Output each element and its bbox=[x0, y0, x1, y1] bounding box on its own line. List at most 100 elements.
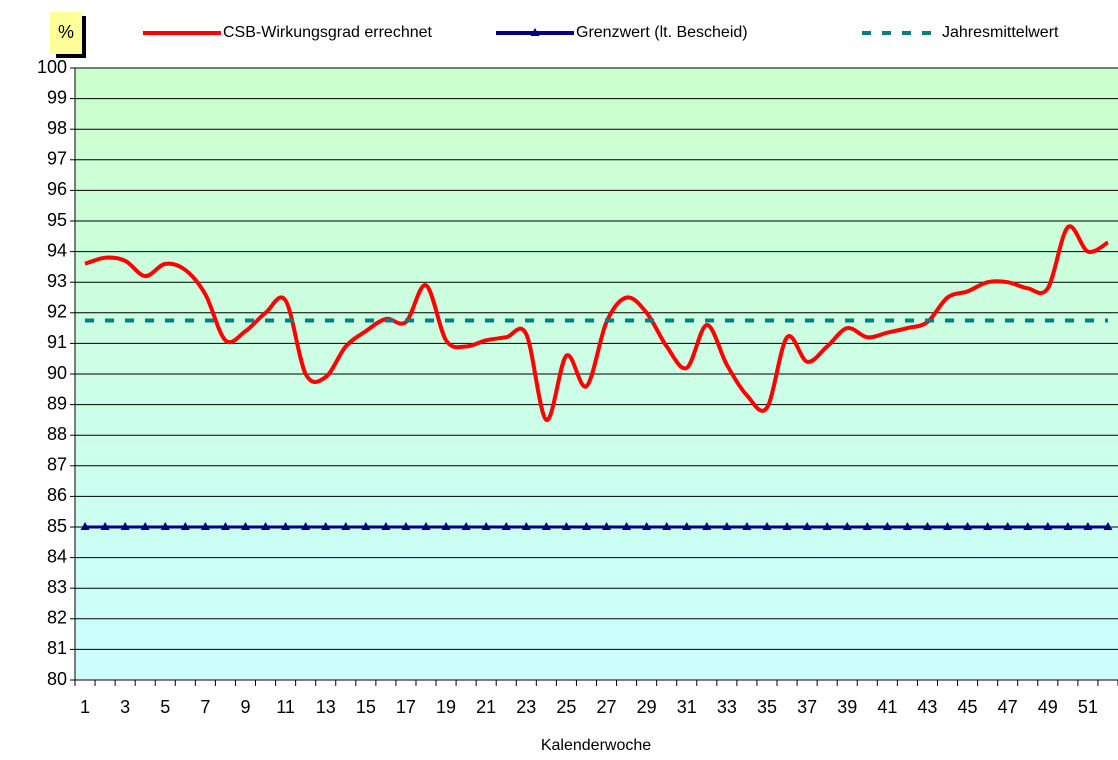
series-marker bbox=[1063, 522, 1073, 530]
series-marker bbox=[261, 522, 271, 530]
series-marker bbox=[1003, 522, 1013, 530]
series-marker bbox=[802, 522, 812, 530]
y-tick-label: 87 bbox=[47, 455, 67, 475]
series-marker bbox=[782, 522, 792, 530]
series-marker bbox=[742, 522, 752, 530]
series-marker bbox=[521, 522, 531, 530]
series-marker bbox=[762, 522, 772, 530]
y-tick-label: 91 bbox=[47, 332, 67, 352]
y-tick-label: 89 bbox=[47, 393, 67, 413]
y-tick-label: 93 bbox=[47, 271, 67, 291]
series-marker bbox=[200, 522, 210, 530]
x-tick-label: 25 bbox=[556, 697, 576, 717]
y-tick-label: 84 bbox=[47, 546, 67, 566]
series-marker bbox=[481, 522, 491, 530]
x-tick-label: 49 bbox=[1038, 697, 1058, 717]
x-tick-label: 17 bbox=[396, 697, 416, 717]
series-marker bbox=[622, 522, 632, 530]
x-tick-label: 41 bbox=[877, 697, 897, 717]
series-marker bbox=[943, 522, 953, 530]
series-marker bbox=[602, 522, 612, 530]
series-marker bbox=[662, 522, 672, 530]
x-tick-label: 21 bbox=[476, 697, 496, 717]
series-marker bbox=[461, 522, 471, 530]
y-tick-label: 81 bbox=[47, 638, 67, 658]
x-tick-label: 35 bbox=[757, 697, 777, 717]
y-tick-label: 94 bbox=[47, 240, 67, 260]
series-line bbox=[84, 224, 1109, 422]
x-axis-label: Kalenderwoche bbox=[541, 737, 651, 754]
series-marker bbox=[361, 522, 371, 530]
x-tick-label: 39 bbox=[837, 697, 857, 717]
legend-marker bbox=[530, 28, 540, 36]
x-tick-label: 9 bbox=[240, 697, 250, 717]
series-marker bbox=[160, 522, 170, 530]
x-tick-label: 37 bbox=[797, 697, 817, 717]
x-tick-label: 51 bbox=[1078, 697, 1098, 717]
series-marker bbox=[240, 522, 250, 530]
x-tick-label: 27 bbox=[597, 697, 617, 717]
series-marker bbox=[341, 522, 351, 530]
series-marker bbox=[922, 522, 932, 530]
series-marker bbox=[381, 522, 391, 530]
y-tick-label: 96 bbox=[47, 179, 67, 199]
series-marker bbox=[541, 522, 551, 530]
series-marker bbox=[501, 522, 511, 530]
y-axis-label: % bbox=[58, 22, 74, 42]
series-marker bbox=[722, 522, 732, 530]
y-tick-label: 97 bbox=[47, 149, 67, 169]
series-marker bbox=[862, 522, 872, 530]
series-marker bbox=[281, 522, 291, 530]
y-tick-label: 99 bbox=[47, 87, 67, 107]
series-marker bbox=[301, 522, 311, 530]
x-tick-label: 1 bbox=[80, 697, 90, 717]
series-marker bbox=[882, 522, 892, 530]
series-marker bbox=[581, 522, 591, 530]
legend-label: CSB-Wirkungsgrad errechnet bbox=[223, 24, 433, 41]
x-tick-label: 13 bbox=[316, 697, 336, 717]
y-tick-label: 92 bbox=[47, 302, 67, 322]
series-marker bbox=[220, 522, 230, 530]
series-marker bbox=[1103, 522, 1113, 530]
y-tick-label: 80 bbox=[47, 669, 67, 689]
series-marker bbox=[401, 522, 411, 530]
x-tick-label: 5 bbox=[160, 697, 170, 717]
series-marker bbox=[100, 522, 110, 530]
series-marker bbox=[120, 522, 130, 530]
series-marker bbox=[902, 522, 912, 530]
x-tick-label: 15 bbox=[356, 697, 376, 717]
series-marker bbox=[1083, 522, 1093, 530]
legend-label: Jahresmittelwert bbox=[942, 24, 1059, 41]
series-marker bbox=[561, 522, 571, 530]
series-marker bbox=[702, 522, 712, 530]
y-tick-label: 82 bbox=[47, 608, 67, 628]
y-tick-label: 85 bbox=[47, 516, 67, 536]
series-marker bbox=[140, 522, 150, 530]
series-marker bbox=[963, 522, 973, 530]
x-tick-label: 3 bbox=[120, 697, 130, 717]
y-tick-label: 88 bbox=[47, 424, 67, 444]
series-marker bbox=[983, 522, 993, 530]
x-tick-label: 47 bbox=[998, 697, 1018, 717]
series-marker bbox=[842, 522, 852, 530]
x-tick-label: 33 bbox=[717, 697, 737, 717]
x-tick-label: 29 bbox=[637, 697, 657, 717]
series-marker bbox=[1023, 522, 1033, 530]
x-tick-label: 19 bbox=[436, 697, 456, 717]
x-tick-label: 31 bbox=[677, 697, 697, 717]
series-marker bbox=[180, 522, 190, 530]
series-marker bbox=[822, 522, 832, 530]
series-marker bbox=[682, 522, 692, 530]
x-tick-label: 23 bbox=[516, 697, 536, 717]
series-marker bbox=[1043, 522, 1053, 530]
y-tick-label: 95 bbox=[47, 210, 67, 230]
series-marker bbox=[642, 522, 652, 530]
series-marker bbox=[441, 522, 451, 530]
y-tick-label: 86 bbox=[47, 485, 67, 505]
x-tick-label: 45 bbox=[958, 697, 978, 717]
y-tick-label: 90 bbox=[47, 363, 67, 383]
series-marker bbox=[321, 522, 331, 530]
x-tick-label: 7 bbox=[200, 697, 210, 717]
y-tick-label: 98 bbox=[47, 118, 67, 138]
